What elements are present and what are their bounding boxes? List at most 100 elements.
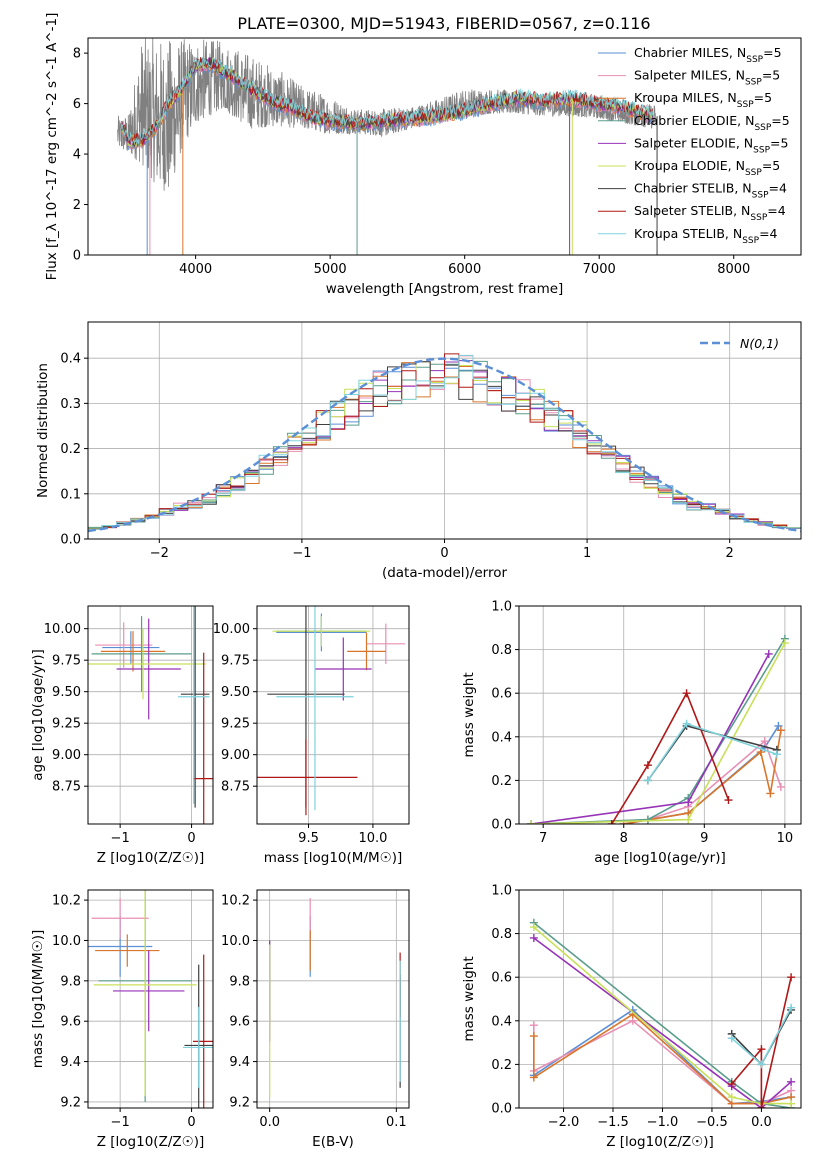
y-tick-label: 8: [73, 47, 81, 62]
plot-area: [529, 918, 796, 1108]
weight-point: [529, 1032, 538, 1041]
y-tick-label: 4: [73, 148, 81, 163]
y-axis-label: mass weight: [461, 956, 477, 1041]
y-axis-label: age [log10(age/yr)]: [30, 649, 46, 781]
x-axis-label: mass [log10(M/M☉)]: [264, 850, 403, 866]
weight-point: [727, 1034, 736, 1043]
legend-label: Kroupa STELIB, NSSP=4: [634, 226, 778, 246]
y-tick-label: 1.0: [491, 600, 512, 615]
plot-area: [88, 353, 801, 533]
weight-series-line: [533, 926, 792, 1105]
x-tick-label: 0.1: [386, 1115, 407, 1130]
y-tick-label: 10.2: [221, 894, 250, 909]
weight-vs-age-panel: 7 8 9 10 0.0 0.2 0.4 0.6 0.8 1.0 age [log10(age/yr…: [461, 600, 802, 866]
y-tick-label: 8.75: [52, 780, 81, 795]
weight-point: [643, 761, 652, 770]
x-tick-label: −1.5: [597, 1115, 629, 1130]
y-tick-label: 0.0: [491, 1102, 512, 1117]
x-tick-label: −1: [292, 546, 311, 561]
weight-point: [757, 1045, 766, 1054]
model-spectrum: [121, 56, 654, 145]
weight-point: [527, 820, 536, 824]
x-axis-label: age [log10(age/yr)]: [594, 850, 726, 866]
y-tick-label: 0.2: [491, 774, 512, 789]
x-axis-label: wavelength [Angstrom, rest frame]: [326, 281, 564, 297]
weight-point: [643, 815, 652, 824]
weight-point: [643, 776, 652, 785]
weight-point: [682, 719, 691, 728]
weight-vs-z-panel: −2.0 −1.5 −1.0 −0.5 0.0 0.0 0.2 0.4 0.6 0.8 1.0 Z […: [461, 884, 802, 1150]
weight-series-line: [531, 642, 786, 824]
x-tick-label: 4000: [179, 262, 212, 277]
y-tick-label: 10.00: [44, 622, 81, 637]
y-tick-label: 9.4: [60, 1055, 81, 1070]
y-tick-label: 9.25: [221, 717, 250, 732]
y-tick-label: 9.8: [60, 974, 81, 989]
weight-point: [529, 1021, 538, 1030]
axes-frame: [87, 605, 214, 825]
y-tick-label: 0.8: [491, 643, 512, 658]
plot-area: [88, 606, 213, 824]
y-tick-label: 0.3: [60, 397, 81, 412]
weight-point: [787, 1099, 796, 1108]
y-tick-label: 0.6: [491, 687, 512, 702]
weight-series-line: [731, 977, 792, 1108]
residual-histogram: [88, 353, 801, 530]
weight-point: [684, 798, 693, 807]
x-tick-label: 0: [187, 1115, 195, 1130]
weight-point: [727, 1080, 736, 1089]
y-axis-label: Flux [f_λ 10^-17 erg cm^-2 s^-1 A^-1]: [44, 13, 60, 281]
plot-area: [117, 38, 658, 255]
y-tick-label: 9.25: [52, 717, 81, 732]
legend-label: Chabrier ELODIE, NSSP=5: [634, 113, 790, 133]
x-tick-label: 0.0: [259, 1115, 280, 1130]
legend-label: Chabrier MILES, NSSP=5: [634, 45, 782, 65]
x-axis-label: E(B-V): [312, 1134, 354, 1150]
y-tick-label: 9.00: [221, 748, 250, 763]
weight-series-line: [611, 691, 730, 824]
x-tick-label: 10: [777, 831, 794, 846]
weight-point: [766, 789, 775, 798]
weight-point: [780, 639, 789, 648]
residual-histogram: [88, 354, 801, 530]
y-tick-label: 8.75: [221, 780, 250, 795]
y-tick-label: 0.8: [491, 927, 512, 942]
plot-area: [257, 606, 406, 816]
y-tick-label: 0.4: [491, 1014, 512, 1029]
weight-point: [724, 796, 733, 805]
y-tick-label: 0.2: [60, 442, 81, 457]
weight-point: [529, 923, 538, 932]
y-tick-label: 9.6: [229, 1015, 250, 1030]
plot-area: [269, 898, 401, 1098]
y-tick-label: 0.4: [491, 730, 512, 745]
legend-label: N(0,1): [740, 336, 779, 351]
x-tick-label: 9: [700, 831, 708, 846]
y-tick-label: 9.50: [221, 685, 250, 700]
x-tick-label: 8: [620, 831, 628, 846]
x-axis-label: Z [log10(Z/Z☉)]: [606, 1134, 714, 1150]
x-tick-label: 7000: [583, 262, 616, 277]
y-tick-label: 10.00: [213, 622, 250, 637]
axes-frame: [518, 889, 802, 1109]
weight-point: [776, 782, 785, 791]
y-tick-label: 10.0: [52, 934, 81, 949]
weight-point: [684, 815, 693, 824]
mass-vs-ebv-panel: 0.0 0.1 9.2 9.4 9.6 9.8 10.0 10.2 E(B-V): [221, 889, 410, 1150]
x-tick-label: 6000: [448, 262, 481, 277]
x-tick-label: −1: [111, 1115, 130, 1130]
legend-label: Salpeter ELODIE, NSSP=5: [634, 135, 788, 155]
x-axis-label: (data-model)/error: [382, 565, 508, 581]
weight-point: [772, 750, 781, 759]
y-tick-label: 10.2: [52, 894, 81, 909]
y-tick-label: 9.75: [52, 654, 81, 669]
weight-point: [774, 721, 783, 730]
y-tick-label: 0.0: [60, 533, 81, 548]
mass-vs-z-panel: −1 0 9.2 9.4 9.6 9.8 10.0 10.2 Z [log10(Z/Z☉)] ma…: [30, 889, 214, 1150]
y-tick-label: 0.1: [60, 487, 81, 502]
y-tick-label: 0: [73, 249, 81, 264]
weight-point: [529, 933, 538, 942]
legend-label: Kroupa ELODIE, NSSP=5: [634, 158, 780, 178]
axes-frame: [256, 605, 410, 825]
normal-reference-curve: [88, 357, 801, 533]
weight-point: [787, 1077, 796, 1086]
